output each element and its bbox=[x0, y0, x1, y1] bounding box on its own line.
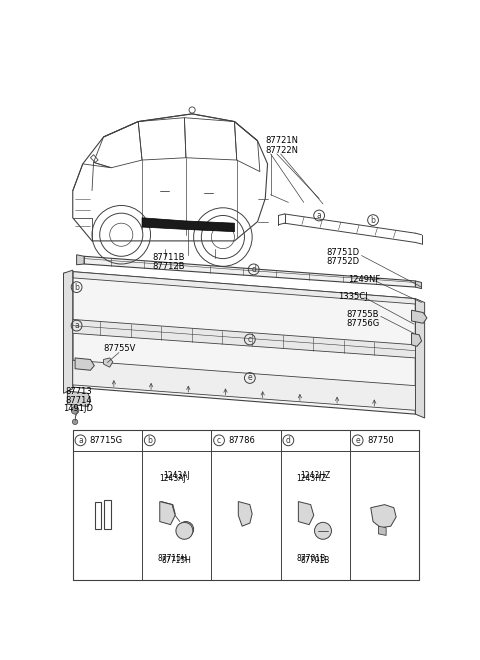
Polygon shape bbox=[73, 360, 415, 411]
Text: 87755V: 87755V bbox=[104, 345, 136, 353]
Polygon shape bbox=[415, 299, 425, 418]
Text: 87722N: 87722N bbox=[265, 146, 298, 154]
Circle shape bbox=[314, 522, 332, 539]
Text: 1243AJ: 1243AJ bbox=[159, 474, 186, 482]
Text: 87701B: 87701B bbox=[300, 556, 330, 565]
Text: d: d bbox=[251, 265, 256, 274]
Polygon shape bbox=[104, 358, 113, 367]
Polygon shape bbox=[411, 333, 421, 346]
Polygon shape bbox=[142, 218, 234, 232]
Text: b: b bbox=[371, 216, 375, 224]
Polygon shape bbox=[378, 526, 386, 535]
Polygon shape bbox=[77, 255, 84, 265]
Polygon shape bbox=[75, 358, 94, 370]
Text: 87715H: 87715H bbox=[162, 556, 192, 565]
Text: 87711B: 87711B bbox=[152, 253, 184, 262]
Text: 87713: 87713 bbox=[65, 387, 92, 395]
Text: 87755B: 87755B bbox=[346, 310, 379, 319]
Text: a: a bbox=[74, 321, 79, 330]
Polygon shape bbox=[73, 319, 415, 358]
Polygon shape bbox=[299, 502, 314, 525]
Circle shape bbox=[71, 407, 79, 414]
Text: 1243AJ: 1243AJ bbox=[163, 471, 190, 480]
Text: d: d bbox=[286, 436, 291, 445]
Text: 87750: 87750 bbox=[367, 436, 394, 445]
Text: 87701B: 87701B bbox=[297, 554, 326, 562]
Polygon shape bbox=[84, 256, 415, 287]
Text: 1335CJ: 1335CJ bbox=[338, 292, 368, 301]
Polygon shape bbox=[160, 502, 175, 525]
Text: 1249NF: 1249NF bbox=[348, 275, 380, 284]
Text: 1243HZ: 1243HZ bbox=[300, 471, 330, 480]
Text: b: b bbox=[147, 436, 152, 445]
Text: 87752D: 87752D bbox=[327, 257, 360, 266]
Polygon shape bbox=[161, 502, 175, 523]
Text: 87715H: 87715H bbox=[158, 554, 188, 562]
Text: 87715G: 87715G bbox=[90, 436, 123, 445]
Polygon shape bbox=[415, 281, 421, 288]
Polygon shape bbox=[371, 505, 396, 528]
Polygon shape bbox=[73, 272, 415, 414]
Text: 1491JD: 1491JD bbox=[63, 405, 94, 413]
Circle shape bbox=[176, 522, 193, 539]
Polygon shape bbox=[67, 391, 90, 407]
Text: e: e bbox=[355, 436, 360, 445]
Text: 1243HZ: 1243HZ bbox=[296, 474, 326, 482]
Text: 87721N: 87721N bbox=[265, 137, 298, 145]
Text: 87751D: 87751D bbox=[327, 248, 360, 257]
Text: b: b bbox=[74, 282, 79, 292]
Text: e: e bbox=[248, 374, 252, 382]
Text: c: c bbox=[248, 335, 252, 344]
Text: a: a bbox=[78, 436, 83, 445]
Polygon shape bbox=[238, 502, 252, 526]
Polygon shape bbox=[73, 272, 415, 304]
Text: 87714: 87714 bbox=[65, 396, 92, 405]
Text: a: a bbox=[317, 211, 322, 220]
Circle shape bbox=[178, 521, 193, 537]
Text: c: c bbox=[217, 436, 221, 445]
Text: 87786: 87786 bbox=[228, 436, 255, 445]
Text: 87756G: 87756G bbox=[346, 319, 379, 328]
Circle shape bbox=[72, 419, 78, 424]
Text: 87712B: 87712B bbox=[152, 262, 184, 271]
Polygon shape bbox=[411, 310, 427, 323]
Polygon shape bbox=[63, 270, 73, 393]
